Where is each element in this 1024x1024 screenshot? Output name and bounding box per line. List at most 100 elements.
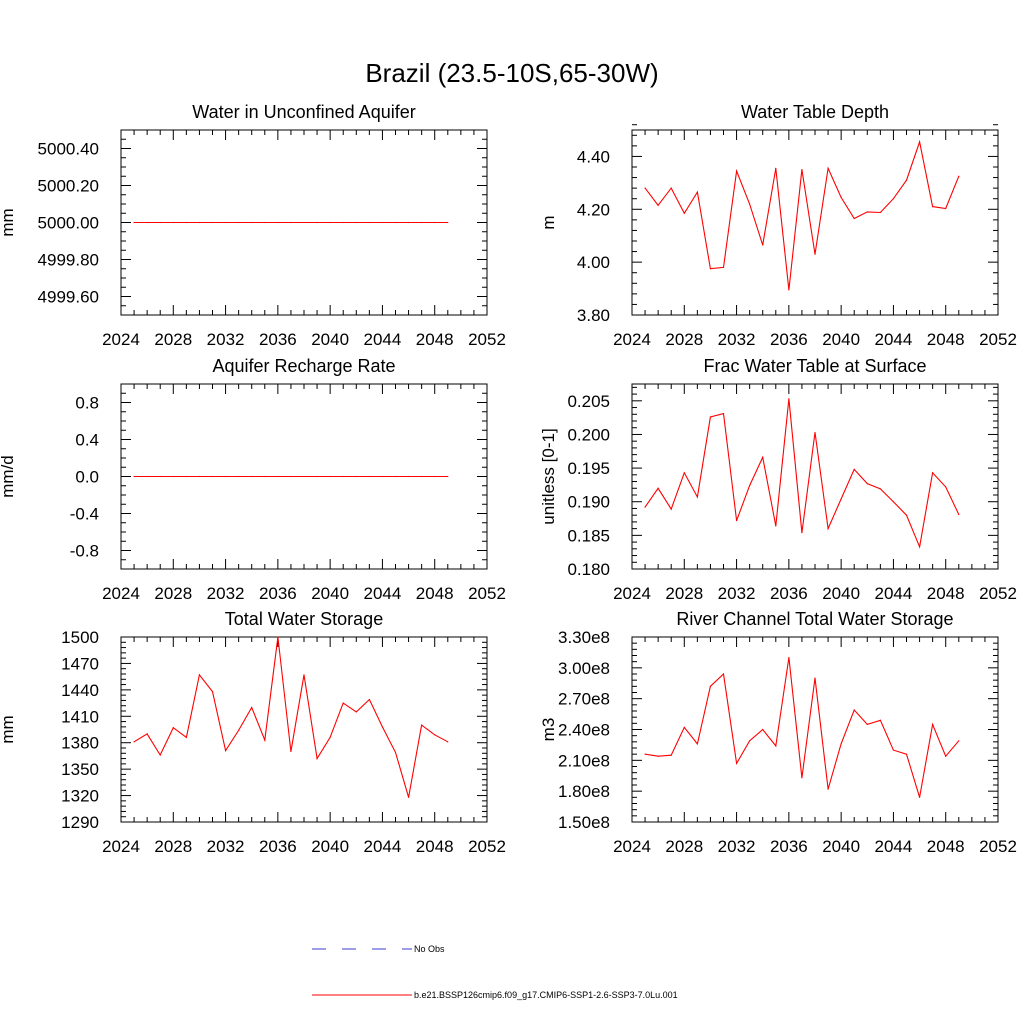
data-point — [146, 733, 148, 735]
data-point — [251, 475, 253, 478]
x-tick-label: 2040 — [822, 837, 860, 856]
data-point — [749, 484, 751, 487]
x-tick-label: 2048 — [416, 837, 454, 856]
y-tick-label: 1380 — [61, 734, 99, 753]
data-point — [434, 475, 436, 478]
x-ticks — [631, 637, 999, 822]
data-point — [709, 416, 712, 418]
data-point — [696, 743, 698, 745]
data-point — [303, 475, 305, 478]
data-point — [394, 221, 397, 224]
data-point — [277, 475, 279, 478]
data-point — [342, 475, 344, 478]
x-tick-label: 2044 — [364, 584, 402, 603]
data-point — [434, 221, 436, 224]
y-tick-label: -0.4 — [70, 505, 99, 524]
data-point — [238, 221, 240, 224]
data-point — [224, 750, 227, 752]
data-point — [264, 221, 266, 224]
data-point — [814, 677, 816, 679]
x-tick-label: 2036 — [259, 584, 297, 603]
data-point — [159, 221, 161, 224]
x-tick-label: 2040 — [311, 584, 349, 603]
data-point — [657, 487, 659, 489]
data-point — [827, 788, 829, 790]
data-point — [277, 221, 279, 224]
data-point — [801, 777, 803, 779]
x-tick-label: 2044 — [875, 330, 913, 349]
y-tick-label: 4.40 — [577, 147, 610, 166]
x-tick-label: 2028 — [154, 584, 192, 603]
x-tick-label: 2040 — [311, 837, 349, 856]
y-tick-label: 4.20 — [577, 200, 610, 219]
data-point — [329, 736, 331, 739]
y-ticks — [632, 386, 998, 570]
x-tick-label: 2052 — [468, 330, 506, 349]
y-axis-label: m3 — [539, 718, 558, 742]
panel-2: Water Table Depth 2024 2028 2032 2036 2040 204… — [539, 102, 1017, 349]
y-tick-label: 0.8 — [75, 394, 99, 413]
x-tick-label: 2028 — [665, 837, 703, 856]
x-tick-label: 2024 — [102, 584, 140, 603]
data-point — [238, 475, 240, 478]
y-axis-label: unitless [0-1] — [539, 428, 558, 524]
data-point — [932, 723, 934, 725]
data-point — [853, 709, 855, 711]
panel-5: Total Water Storage 2024 2028 2032 2036 2040 2… — [0, 609, 506, 856]
data-point — [368, 475, 370, 478]
data-point — [775, 745, 777, 747]
data-point — [133, 741, 135, 743]
x-tick-label: 2048 — [927, 584, 965, 603]
x-tick-label: 2052 — [979, 837, 1017, 856]
x-tick-label: 2032 — [718, 330, 756, 349]
x-tick-label: 2032 — [207, 837, 245, 856]
data-point — [735, 170, 738, 172]
y-tick-label: 0.185 — [567, 526, 610, 545]
x-tick-label: 2052 — [468, 584, 506, 603]
panel-6: River Channel Total Water Storage 2024 202… — [539, 609, 1017, 856]
data-point — [421, 221, 423, 224]
y-tick-label: 1290 — [61, 813, 99, 832]
x-tick-label: 2024 — [613, 837, 651, 856]
data-point — [355, 711, 357, 713]
x-tick-label: 2044 — [364, 837, 402, 856]
data-point — [735, 519, 738, 522]
data-point — [762, 244, 764, 246]
y-tick-label: 4999.60 — [38, 288, 99, 307]
data-point — [342, 702, 344, 704]
x-tick-label: 2028 — [665, 584, 703, 603]
y-tick-label: 3.80 — [577, 306, 610, 325]
legend: No Obs b.e21.BSSP126cmip6.f09_g17.CMIP6-S… — [312, 944, 678, 1000]
panel-title: Water Table Depth — [741, 102, 889, 122]
data-point — [657, 204, 659, 206]
data-point — [133, 475, 135, 478]
data-point — [722, 413, 725, 415]
y-tick-label: 1320 — [61, 787, 99, 806]
x-tick-label: 2032 — [207, 330, 245, 349]
data-point — [840, 498, 842, 500]
series-line — [645, 657, 960, 798]
data-point — [421, 724, 423, 726]
data-point — [892, 198, 895, 200]
plot-frame — [631, 129, 999, 316]
data-point — [185, 221, 187, 224]
panel-1: Water in Unconfined Aquifer 2024 2028 2032 2… — [0, 102, 506, 349]
y-tick-label: 5000.00 — [38, 214, 99, 233]
y-tick-label: 2.40e8 — [558, 721, 610, 740]
y-tick-label: 0.4 — [75, 431, 99, 450]
x-ticks — [120, 384, 488, 569]
plot-frame — [631, 636, 999, 823]
data-point — [709, 685, 712, 687]
x-ticks — [120, 130, 488, 315]
data-point — [251, 221, 253, 224]
x-tick-label: 2040 — [311, 330, 349, 349]
data-point — [355, 221, 357, 224]
data-point — [644, 753, 646, 755]
data-point — [958, 740, 960, 742]
x-tick-label: 2032 — [718, 837, 756, 856]
data-point — [853, 217, 855, 220]
data-point — [198, 674, 201, 676]
data-point — [211, 221, 214, 224]
data-point — [355, 475, 357, 478]
x-tick-label: 2024 — [102, 837, 140, 856]
